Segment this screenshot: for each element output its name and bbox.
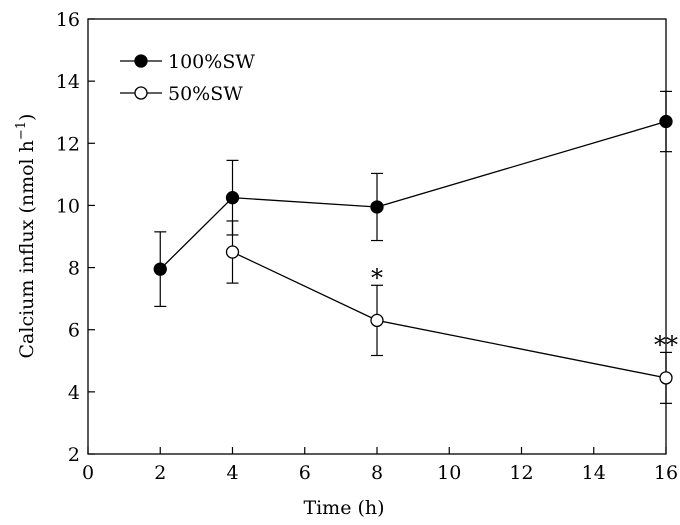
y-tick-label: 16 (56, 9, 80, 31)
data-point (659, 114, 673, 129)
y-axis-title-main: Calcium influx (nmol h (16, 140, 38, 358)
series-1 (225, 220, 673, 404)
data-point (370, 200, 384, 214)
x-tick-label: 2 (154, 462, 166, 484)
series-line (159, 120, 667, 270)
y-tick-label: 10 (56, 195, 80, 217)
y-tick-label: 12 (56, 133, 80, 155)
x-tick-label: 0 (82, 462, 94, 484)
y-axis-title: Calcium influx (nmol h−1) (14, 114, 38, 359)
y-axis: 2 4 6 8 10 12 14 16 (56, 9, 95, 466)
y-tick-label: 14 (56, 71, 80, 93)
y-tick-label: 6 (68, 320, 80, 342)
legend-item: 50%SW (120, 83, 243, 105)
data-point (370, 313, 384, 328)
series-line (232, 251, 667, 379)
x-tick-label: 12 (509, 462, 533, 484)
significance-marker: ** (654, 331, 678, 359)
series-0 (153, 90, 673, 308)
legend-marker (134, 54, 148, 68)
legend-label: 50%SW (168, 83, 243, 105)
y-axis-title-superscript: −1 (14, 121, 29, 140)
x-tick-label: 4 (226, 462, 238, 484)
annotations: *** (371, 264, 678, 359)
data-point (659, 371, 673, 385)
significance-marker: * (371, 264, 383, 292)
x-tick-label: 6 (299, 462, 311, 484)
legend-label: 100%SW (168, 51, 255, 73)
y-axis-title-close: ) (16, 114, 38, 121)
x-axis: 0 2 4 6 8 10 12 14 16 (82, 447, 678, 484)
x-axis-title: Time (h) (303, 497, 384, 519)
data-point (225, 191, 240, 205)
x-tick-label: 16 (654, 462, 678, 484)
y-tick-label: 8 (68, 258, 80, 280)
legend-marker (134, 86, 148, 100)
data-point (153, 262, 167, 276)
data-point (225, 245, 240, 259)
legend: 100%SW 50%SW (120, 51, 255, 105)
x-tick-label: 10 (437, 462, 461, 484)
x-tick-label: 14 (582, 462, 606, 484)
x-tick-label: 8 (371, 462, 383, 484)
series-layer (153, 90, 673, 404)
legend-item: 100%SW (120, 51, 255, 73)
y-tick-label: 4 (68, 382, 80, 404)
y-tick-label: 2 (68, 444, 80, 466)
